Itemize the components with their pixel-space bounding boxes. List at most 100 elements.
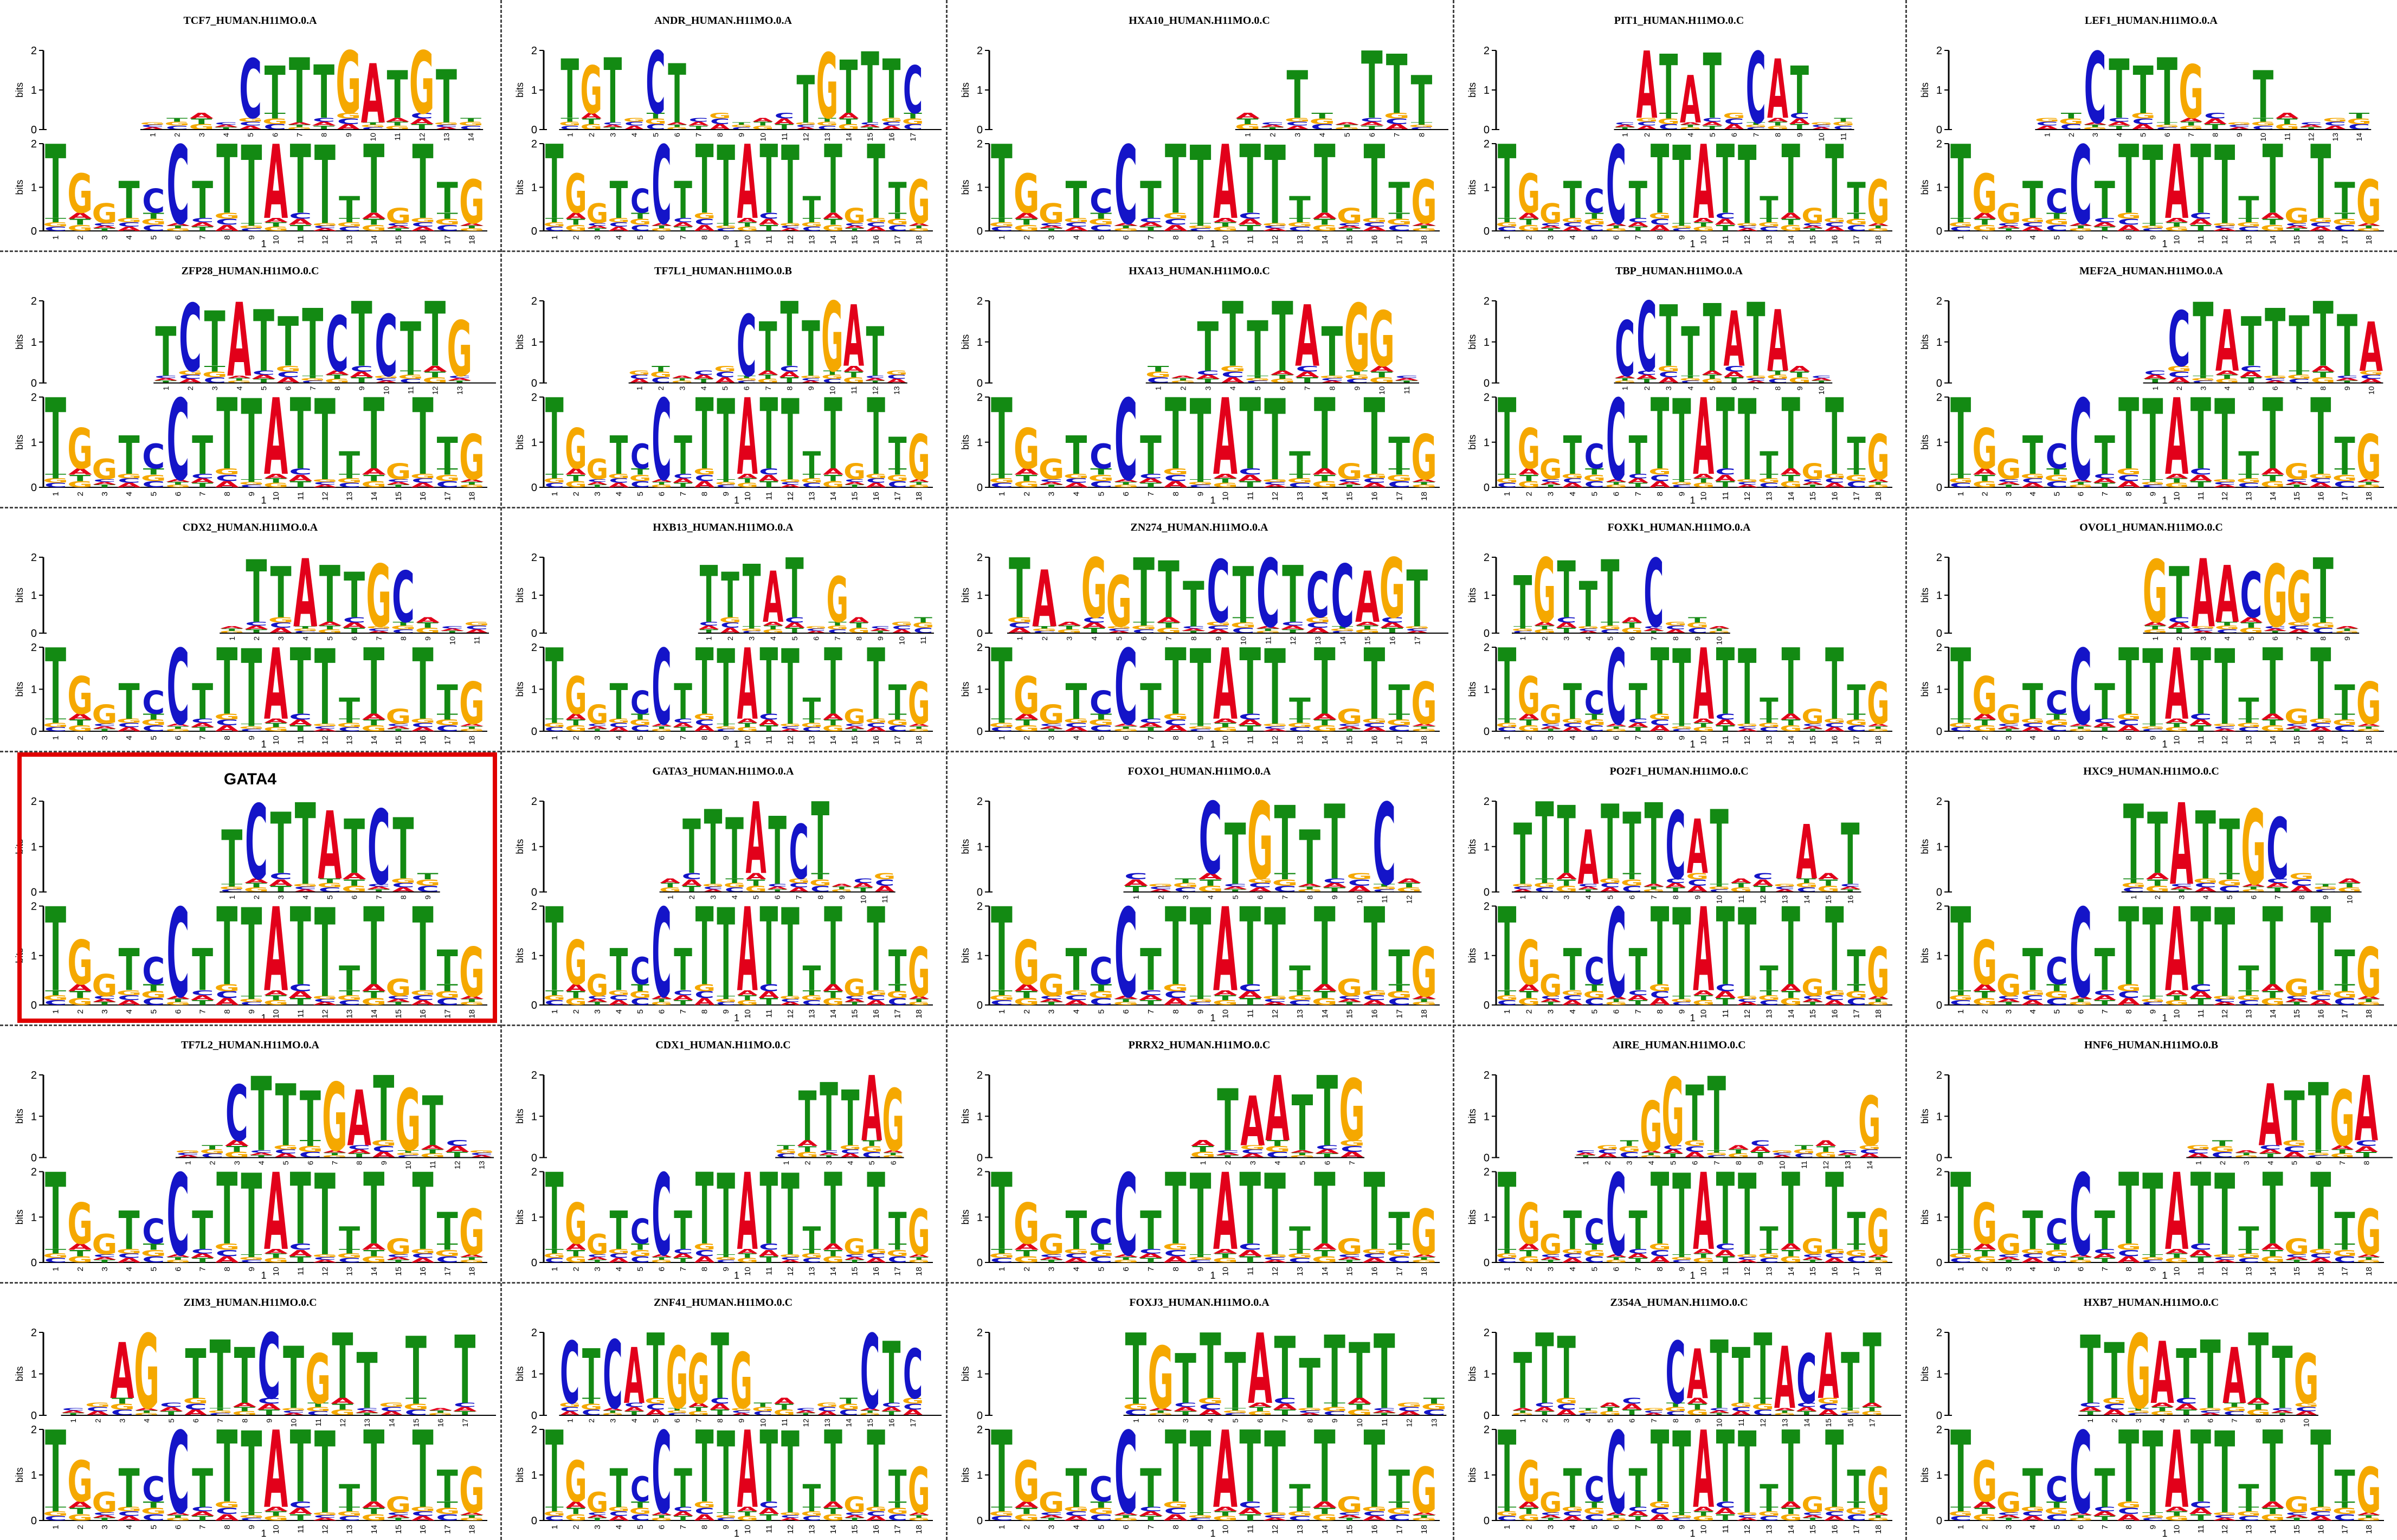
logo-letter-G: G — [165, 1517, 191, 1522]
y-axis-label: bits — [1919, 82, 1930, 98]
logo-letter-C: C — [1803, 222, 1823, 227]
position-label: 5 — [1097, 492, 1106, 496]
logo-letter-G: G — [1583, 217, 1606, 227]
logo-letter-T: T — [2147, 878, 2168, 888]
logo-letter-G: G — [565, 1512, 587, 1523]
logo-letter-C: C — [1840, 883, 1860, 887]
position-label: 16 — [872, 1009, 881, 1019]
logo-letter-T: T — [631, 712, 649, 721]
logo-letter-C: C — [245, 621, 268, 627]
position-label: 3 — [1047, 1009, 1056, 1014]
position-label: 14 — [844, 1419, 853, 1427]
logo-letter-C: C — [1562, 721, 1582, 729]
logo-letter-T: T — [2359, 225, 2379, 229]
logo-letter-C: C — [1114, 628, 1138, 749]
logo-letter-A: A — [367, 630, 391, 634]
motif-panel: HXB13_HUMAN.H11MO.0.A 0 1 2 bits T A C T 1 A C G T 2 C G… — [500, 507, 946, 751]
logo-letter-G: G — [141, 473, 166, 484]
logo-letter-A: A — [68, 1242, 93, 1252]
motif-logo-svg: PRRX2_HUMAN.H11MO.0.C012bitsGTA1TACT2ACG… — [960, 1039, 1440, 1281]
logo-letter-T: T — [1215, 994, 1236, 1002]
position-label: 16 — [1370, 1267, 1379, 1276]
logo-letter-G: G — [263, 1515, 289, 1522]
logo-letter-G: G — [645, 1396, 667, 1406]
logo-letter-C: C — [1759, 1257, 1779, 1264]
position-label: 9 — [2343, 386, 2351, 390]
logo-letter-T: T — [2286, 484, 2307, 488]
position-label: 10 — [2173, 1009, 2182, 1019]
motif-logo-svg: ZFP28_HUMAN.H11MO.0.C012bitsTACT1ACGC2CG… — [14, 265, 496, 506]
logo-letter-A: A — [587, 1257, 608, 1261]
y-axis-label: bits — [1467, 334, 1478, 350]
logo-letter-C: C — [781, 1257, 800, 1261]
logo-letter-C: C — [888, 1254, 907, 1265]
position-label: 12 — [786, 492, 795, 501]
logo-letter-C: C — [866, 221, 886, 228]
logo-letter-T: T — [803, 1478, 821, 1515]
position-label: 1 — [51, 1009, 61, 1014]
logo-letter-A: A — [1606, 479, 1627, 483]
logo-letter-A: A — [752, 117, 774, 123]
position-label: 6 — [1122, 1525, 1131, 1529]
logo-letter-C: C — [411, 477, 434, 484]
logo-letter-G: G — [1039, 198, 1065, 230]
position-label: 5 — [1606, 1419, 1614, 1423]
logo-letter-C: C — [1650, 989, 1670, 1000]
logo-letter-G: G — [1996, 968, 2021, 1003]
logo-letter-G: G — [1188, 1515, 1214, 1519]
logo-letter-C: C — [142, 479, 165, 489]
y-tick-label: 0 — [531, 628, 537, 640]
position-label: 18 — [1420, 1267, 1429, 1276]
logo-letter-T: T — [192, 1458, 213, 1519]
position-label: 6 — [1612, 1267, 1621, 1271]
logo-letter-T: T — [991, 124, 1013, 242]
logo-letter-T: T — [1041, 484, 1062, 488]
logo-letter-T: T — [1388, 467, 1410, 477]
logo-letter-A: A — [1715, 473, 1736, 483]
logo-letter-T: T — [363, 217, 385, 227]
logo-letter-C: C — [1090, 724, 1113, 733]
logo-letter-T: T — [1519, 718, 1538, 727]
logo-letter-A: A — [624, 1332, 645, 1421]
position-label: 1 — [2151, 386, 2160, 390]
logo-letter-A: A — [2213, 1001, 2237, 1006]
logo-letter-G: G — [908, 728, 930, 732]
logo-letter-A: A — [780, 1259, 801, 1264]
logo-letter-T: T — [253, 292, 274, 391]
logo-letter-A: A — [565, 712, 587, 721]
logo-letter-A: A — [737, 377, 758, 499]
logo-letter-T: T — [2238, 217, 2259, 224]
logo-letter-G: G — [2332, 217, 2357, 227]
logo-letter-T: T — [2022, 426, 2043, 487]
logo-letter-T: T — [1542, 1259, 1561, 1264]
logo-letter-T: T — [768, 797, 787, 906]
logo-letter-T: T — [1041, 728, 1062, 732]
logo-letter-T: T — [2238, 190, 2259, 225]
logo-letter-G: G — [581, 1402, 603, 1412]
logo-letter-T: T — [314, 376, 336, 506]
y-tick-label: 1 — [977, 337, 983, 349]
motif-panel: PIT1_HUMAN.H11MO.0.C 0 1 2 bits T A C 1 A C G A 2 C G T T… — [1453, 0, 1905, 250]
position-label: 1 — [228, 895, 236, 899]
logo-letter-T: T — [1869, 1515, 1888, 1519]
logo-letter-C: C — [630, 684, 650, 721]
logo-letter-T: T — [1847, 1203, 1866, 1254]
position-label: 2 — [803, 1161, 812, 1165]
logo-letter-C: C — [62, 1407, 85, 1411]
logo-letter-C: C — [903, 1402, 923, 1412]
logo-letter-T: T — [1519, 473, 1538, 483]
logo-letter-G: G — [1996, 700, 2021, 730]
logo-letter-C: C — [2021, 221, 2044, 228]
logo-letter-T: T — [1694, 221, 1713, 228]
logo-letter-G: G — [1867, 1455, 1889, 1527]
logo-letter-T: T — [1339, 228, 1361, 232]
logo-letter-C: C — [1825, 994, 1845, 1002]
logo-letter-A: A — [1362, 481, 1387, 488]
logo-letter-A: A — [227, 375, 252, 379]
logo-letter-A: A — [2165, 884, 2188, 1018]
logo-letter-C: C — [866, 1510, 886, 1517]
position-label: 11 — [1402, 386, 1411, 394]
y-axis-label: bits — [14, 839, 25, 854]
logo-letter-G: G — [459, 728, 485, 732]
logo-letter-C: C — [1950, 726, 1972, 733]
